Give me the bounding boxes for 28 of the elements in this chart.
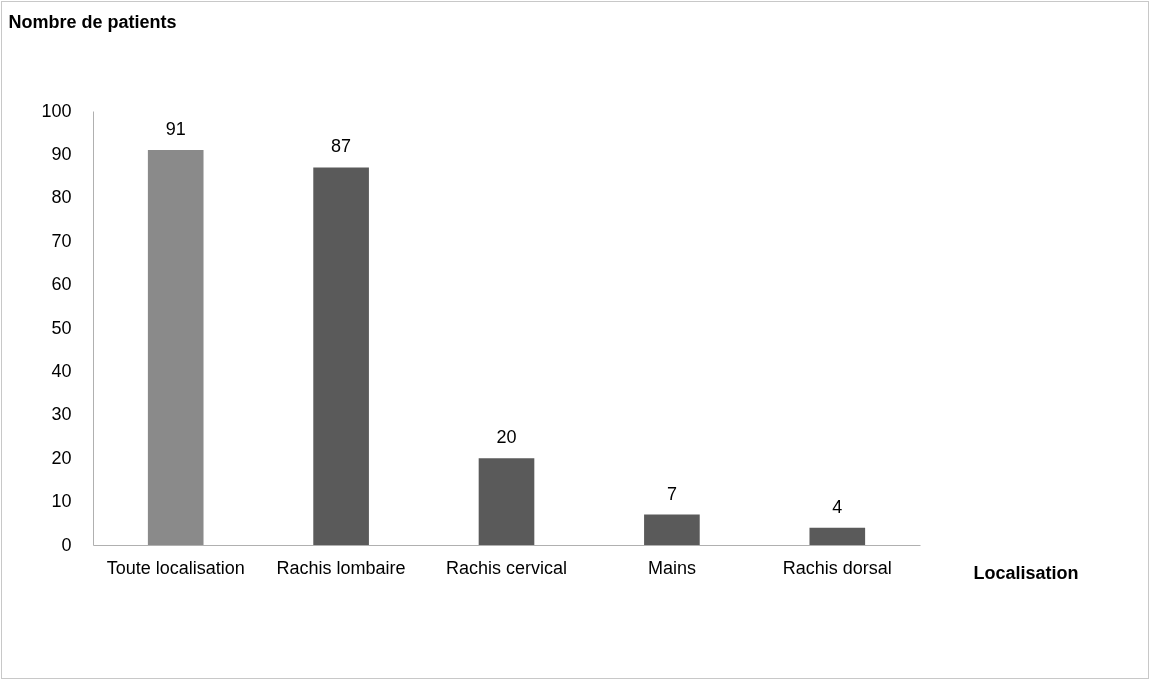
x-tick-label: Rachis dorsal (782, 557, 892, 578)
bar (644, 514, 700, 545)
y-tick-label: 60 (51, 274, 72, 295)
bar (147, 150, 204, 545)
data-label: 7 (666, 483, 677, 504)
y-tick-label: 100 (41, 100, 72, 121)
y-tick-label: 20 (51, 447, 72, 468)
data-label: 4 (832, 496, 843, 517)
y-tick-label: 80 (51, 187, 72, 208)
y-tick-label: 0 (61, 534, 72, 555)
y-tick-label: 70 (51, 230, 72, 251)
data-label: 91 (165, 119, 186, 140)
x-axis-title: Localisation (973, 562, 1079, 583)
bar (313, 167, 369, 545)
y-tick-label: 10 (51, 491, 72, 512)
y-tick-label: 50 (51, 317, 72, 338)
x-tick-label: Rachis lombaire (276, 557, 406, 578)
bar (478, 458, 535, 545)
y-tick-label: 90 (51, 143, 72, 164)
y-axis-title: Nombre de patients (8, 11, 177, 32)
bar (809, 527, 866, 545)
y-tick-label: 40 (51, 360, 72, 381)
data-label: 87 (331, 136, 352, 157)
x-tick-label: Rachis cervical (445, 557, 568, 578)
x-tick-label: Mains (647, 557, 696, 578)
data-label: 20 (496, 427, 517, 448)
x-tick-label: Toute localisation (106, 557, 245, 578)
y-tick-label: 30 (51, 404, 72, 425)
